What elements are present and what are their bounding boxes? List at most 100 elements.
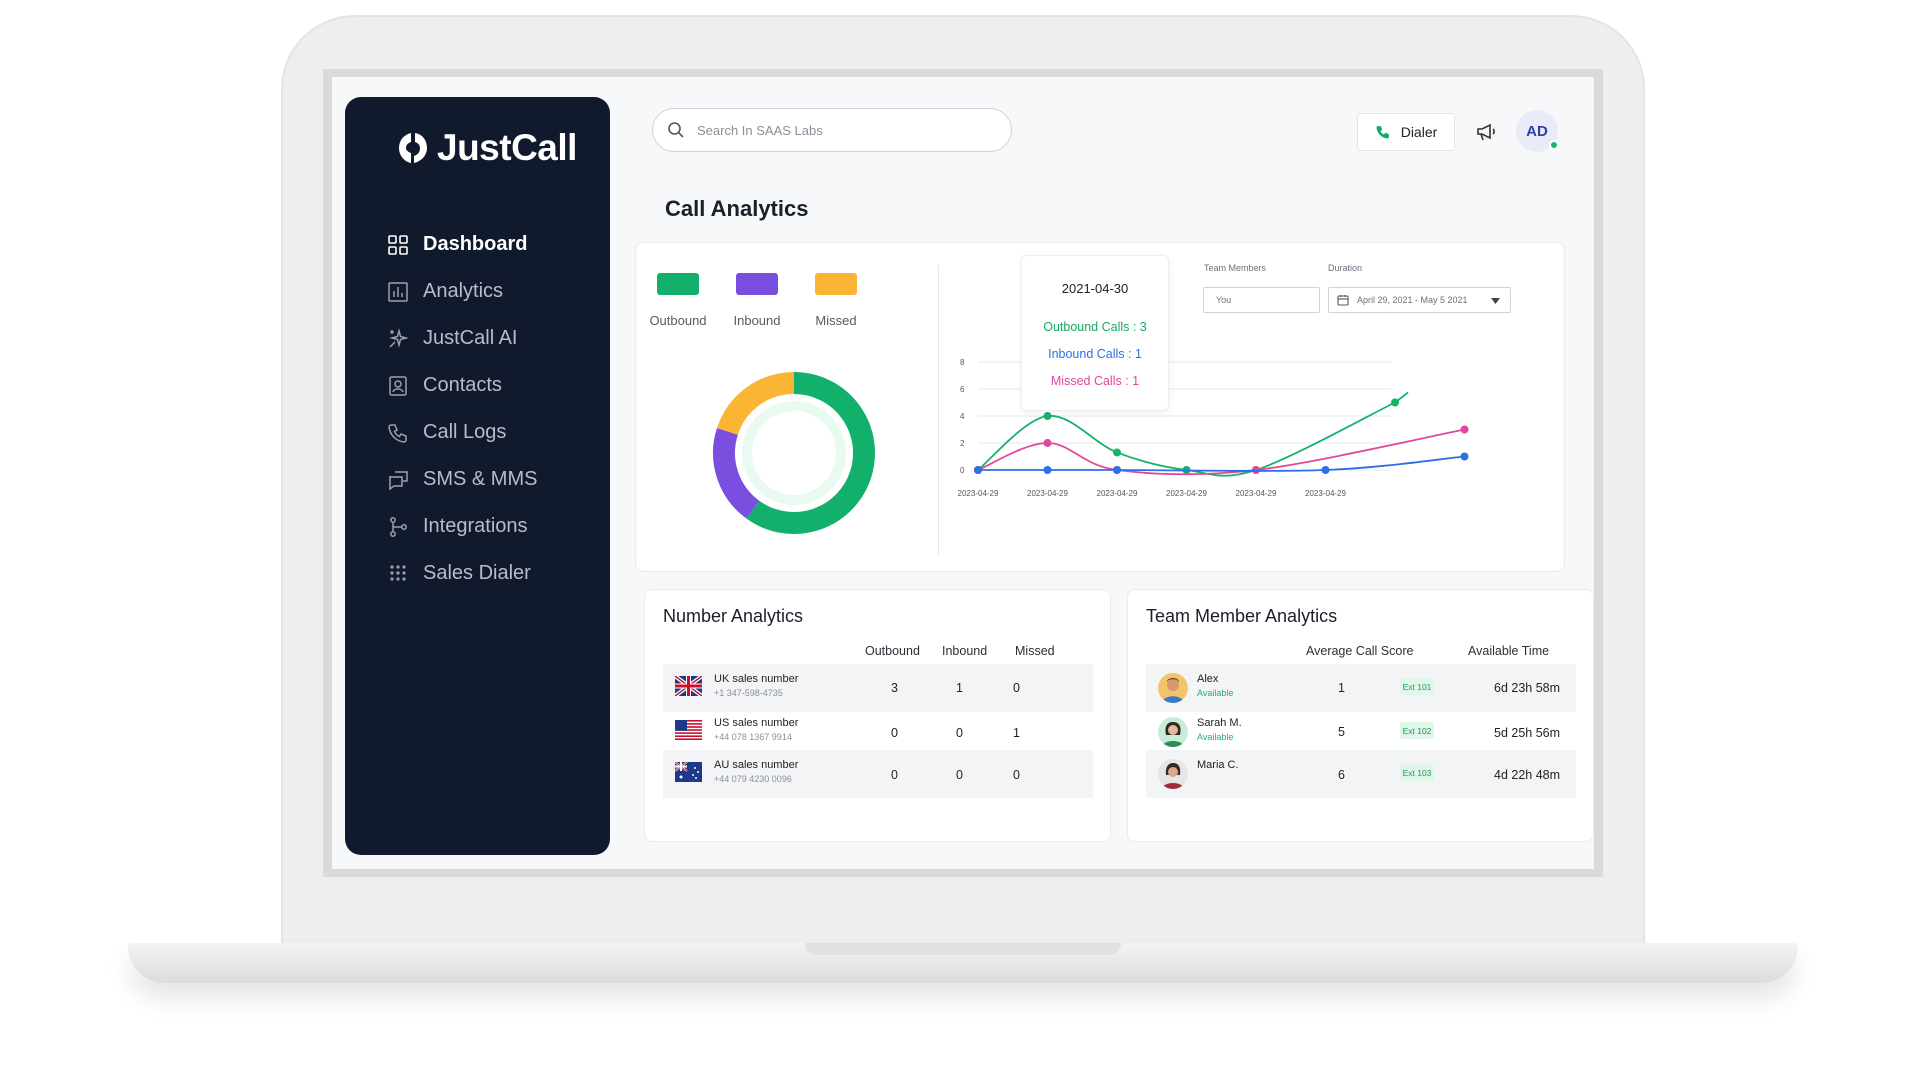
donut-slice-inbound [713, 427, 760, 519]
card-title: Team Member Analytics [1146, 606, 1338, 626]
table-row[interactable]: Alex Available 1 Ext 101 6d 23h 58m [1146, 664, 1576, 712]
duration-value: April 29, 2021 - May 5 2021 [1357, 295, 1468, 305]
brand-logo[interactable]: JustCall [397, 127, 577, 169]
data-point-inbound[interactable] [974, 466, 982, 474]
dialer-button[interactable]: Dialer [1357, 113, 1455, 151]
legend-label: Missed [815, 313, 857, 328]
app-screen: JustCall Dashboard Analytics JustCall AI [332, 77, 1594, 869]
page-title: Call Analytics [665, 196, 809, 221]
y-tick-label: 6 [960, 385, 965, 394]
team-analytics-card: Team Member Analytics Average Call Score… [1127, 589, 1594, 842]
team-members-select[interactable]: You [1203, 287, 1320, 313]
legend-outbound: Outbound [643, 273, 713, 328]
table-row[interactable]: UK sales number +1 347-598-4735 3 1 0 [663, 664, 1093, 712]
sidebar-item-dashboard[interactable]: Dashboard [387, 221, 537, 268]
data-point-missed[interactable] [1252, 466, 1260, 474]
au-flag-icon [675, 762, 702, 782]
data-point-outbound[interactable] [1043, 412, 1052, 420]
phone-number: +1 347-598-4735 [714, 688, 783, 698]
tooltip-outbound: Outbound Calls : 3 [1043, 320, 1147, 334]
chat-icon [389, 470, 408, 490]
legend-label: Outbound [649, 313, 707, 328]
series-line-tail [1394, 391, 1409, 404]
phone-number: +44 078 1367 9914 [714, 732, 792, 742]
search-input[interactable] [697, 122, 977, 138]
duration-select[interactable]: April 29, 2021 - May 5 2021 [1328, 287, 1511, 313]
divider [938, 265, 939, 555]
sparkle-icon [389, 327, 409, 348]
avatar-initials: AD [1526, 122, 1548, 140]
us-flag-icon [675, 720, 702, 740]
table-row[interactable]: US sales number +44 078 1367 9914 0 0 1 [663, 708, 1093, 756]
search-bar[interactable] [652, 108, 1012, 152]
sidebar-item-sales-dialer[interactable]: Sales Dialer [387, 550, 537, 597]
team-members-value: You [1216, 295, 1232, 305]
donut-slice-missed [716, 372, 795, 436]
calls-donut-chart [713, 372, 875, 534]
data-point-inbound[interactable] [1043, 466, 1052, 474]
column-header-score: Average Call Score [1306, 644, 1414, 658]
sidebar-item-call-logs[interactable]: Call Logs [387, 409, 537, 456]
member-name: Alex [1197, 673, 1219, 685]
sidebar-item-sms-mms[interactable]: SMS & MMS [387, 456, 537, 503]
outbound-count: 0 [891, 768, 898, 782]
avatar [1158, 759, 1188, 789]
data-point-missed[interactable] [1460, 425, 1469, 434]
column-header-inbound: Inbound [942, 644, 988, 658]
laptop-notch [805, 943, 1121, 955]
data-point-inbound[interactable] [1460, 452, 1469, 461]
sidebar-item-label: Sales Dialer [423, 562, 531, 584]
member-status: Available [1197, 688, 1234, 698]
legend-inbound: Inbound [722, 273, 792, 328]
data-point-inbound[interactable] [1113, 466, 1121, 474]
y-tick-label: 2 [960, 439, 965, 448]
missed-count: 1 [1013, 726, 1020, 740]
member-name: Maria C. [1197, 759, 1239, 771]
tooltip-missed: Missed Calls : 1 [1050, 374, 1140, 388]
data-point-missed[interactable] [1043, 439, 1052, 447]
x-tick-label: 2023-04-29 [1305, 489, 1346, 498]
y-tick-label: 4 [960, 412, 965, 421]
outbound-count: 0 [891, 726, 898, 740]
x-tick-label: 2023-04-29 [958, 489, 999, 498]
search-icon [668, 122, 684, 138]
table-row[interactable]: AU sales number +44 079 4230 0096 0 0 0 [663, 750, 1093, 798]
table-row[interactable]: Maria C. 6 Ext 103 4d 22h 48m [1146, 750, 1576, 798]
megaphone-icon[interactable] [1474, 119, 1500, 145]
integrations-icon [390, 516, 407, 537]
card-title: Number Analytics [663, 606, 804, 626]
number-name: US sales number [714, 717, 799, 729]
sidebar-item-integrations[interactable]: Integrations [387, 503, 537, 550]
number-analytics-card: Number Analytics Outbound Inbound Missed… [644, 589, 1111, 842]
call-score: 5 [1338, 725, 1345, 739]
chart-tooltip: 2021-04-30 Outbound Calls : 3 Inbound Ca… [1021, 255, 1169, 411]
y-tick-label: 0 [960, 466, 965, 475]
call-analytics-card: Outbound Inbound Missed 0 2 4 6 8 2023-04-29 2… [635, 242, 1565, 572]
calendar-icon [1337, 295, 1349, 306]
series-line-missed [977, 428, 1465, 476]
legend-swatch [815, 273, 857, 295]
sidebar-item-label: Integrations [423, 515, 528, 537]
sidebar-item-contacts[interactable]: Contacts [387, 362, 537, 409]
extension-badge: Ext 102 [1400, 722, 1434, 739]
legend-swatch [736, 273, 778, 295]
legend-swatch [657, 273, 699, 295]
missed-count: 0 [1013, 681, 1020, 695]
sidebar-item-justcall-ai[interactable]: JustCall AI [387, 315, 537, 362]
calls-line-chart: 0 2 4 6 8 2023-04-29 2023-04-29 2023-04-29 2023-… [958, 358, 1469, 498]
phone-number: +44 079 4230 0096 [714, 774, 792, 784]
sidebar-item-analytics[interactable]: Analytics [387, 268, 537, 315]
x-tick-label: 2023-04-29 [1166, 489, 1207, 498]
data-point-outbound[interactable] [1113, 448, 1121, 457]
user-avatar[interactable]: AD [1516, 110, 1559, 152]
donut-hole [752, 411, 836, 495]
sidebar-item-label: Dashboard [423, 233, 528, 255]
data-point-inbound[interactable] [1321, 466, 1330, 474]
y-tick-label: 8 [960, 358, 965, 367]
inbound-count: 0 [956, 726, 963, 740]
table-row[interactable]: Sarah M. Available 5 Ext 102 5d 25h 56m [1146, 708, 1576, 756]
number-name: AU sales number [714, 759, 799, 771]
sidebar-item-label: Contacts [423, 374, 502, 396]
sidebar-item-label: Analytics [423, 280, 504, 302]
